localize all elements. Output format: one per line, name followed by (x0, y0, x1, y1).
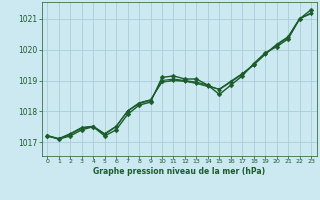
X-axis label: Graphe pression niveau de la mer (hPa): Graphe pression niveau de la mer (hPa) (93, 167, 265, 176)
